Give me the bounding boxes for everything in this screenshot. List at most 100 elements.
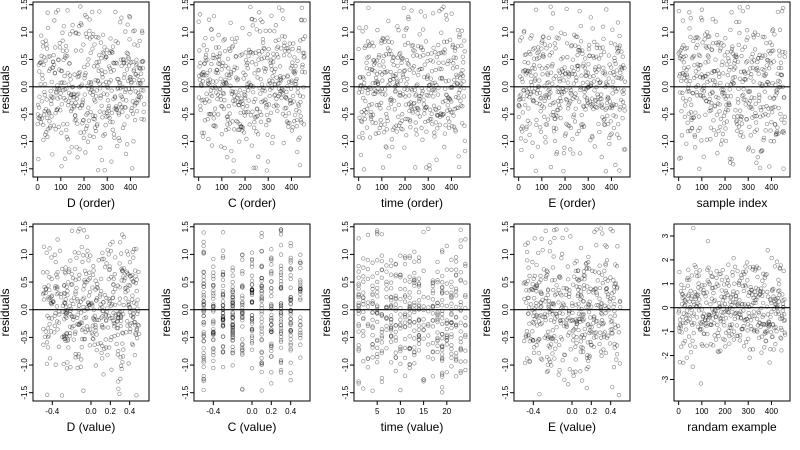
data-point (435, 113, 440, 118)
data-point (722, 323, 727, 328)
data-point (228, 70, 234, 75)
data-point (606, 53, 612, 58)
data-point (125, 252, 131, 257)
data-point (570, 370, 576, 375)
data-point (543, 140, 548, 145)
data-point (100, 314, 105, 319)
data-point (558, 115, 563, 121)
data-point (542, 42, 548, 47)
data-point (558, 96, 563, 101)
data-point (103, 54, 108, 59)
data-point (745, 59, 750, 64)
data-point (269, 327, 274, 332)
data-point (240, 324, 245, 329)
data-point (610, 229, 615, 234)
data-point (220, 104, 225, 109)
data-point (436, 105, 442, 110)
data-point (53, 127, 58, 132)
data-point (537, 391, 542, 397)
data-point (729, 157, 734, 162)
data-point (209, 143, 215, 148)
data-point (683, 327, 689, 332)
data-point (220, 350, 226, 355)
data-point (603, 107, 608, 112)
data-point (41, 122, 46, 128)
data-point (120, 109, 125, 114)
data-point (765, 248, 770, 253)
data-point (711, 290, 716, 296)
data-point (249, 300, 255, 305)
data-point (411, 53, 416, 58)
data-point (375, 294, 380, 299)
data-point (565, 122, 570, 128)
data-point (99, 257, 105, 262)
data-point (453, 374, 459, 379)
data-point (35, 102, 41, 108)
data-point (562, 133, 568, 138)
y-tick-label: 1.0 (501, 248, 510, 260)
data-point (416, 323, 422, 328)
data-point (231, 127, 237, 132)
data-point (82, 337, 87, 342)
data-point (771, 96, 776, 101)
data-point (693, 110, 698, 115)
data-point (65, 70, 70, 76)
data-point (129, 341, 135, 346)
data-point (230, 328, 235, 333)
data-point (781, 95, 787, 100)
data-point (388, 77, 393, 83)
data-point (539, 46, 544, 51)
data-point (457, 83, 463, 88)
data-point (685, 120, 690, 125)
data-point (363, 25, 369, 30)
data-point (133, 268, 138, 273)
data-point (196, 95, 202, 100)
data-point (253, 97, 258, 102)
data-point (302, 54, 307, 59)
data-point (530, 47, 536, 52)
data-point (283, 94, 289, 100)
data-point (430, 340, 436, 346)
data-point (220, 302, 226, 308)
data-point (298, 289, 303, 294)
data-point (125, 22, 130, 27)
data-point (755, 274, 760, 280)
data-point (104, 261, 109, 266)
data-point (595, 94, 601, 100)
data-point (426, 87, 431, 92)
data-point (136, 323, 141, 328)
data-point (48, 295, 53, 300)
data-point (288, 255, 293, 261)
data-point (254, 129, 259, 134)
data-point (96, 52, 102, 58)
data-point (97, 109, 102, 114)
data-point (43, 290, 48, 296)
data-point (561, 151, 567, 156)
data-point (230, 43, 235, 49)
residual-panel: -1.5-1.0-0.50.00.51.01.5-0.4 0.0 0.2 0.4D (… (0, 221, 150, 434)
data-point (122, 278, 127, 283)
data-point (83, 329, 88, 335)
data-point (298, 342, 303, 347)
data-point (407, 108, 412, 114)
data-point (556, 372, 561, 377)
data-point (278, 370, 284, 375)
data-point (412, 336, 417, 341)
data-point (365, 304, 371, 309)
data-point (301, 55, 306, 60)
data-point (55, 275, 60, 280)
data-point (460, 104, 465, 109)
data-point (91, 116, 96, 121)
data-point (744, 37, 749, 43)
data-point (252, 119, 257, 125)
data-point (35, 121, 40, 127)
data-point (398, 50, 403, 56)
data-point (594, 105, 600, 110)
data-point (412, 87, 417, 92)
data-point (250, 23, 255, 28)
data-point (62, 80, 67, 85)
data-point (723, 138, 729, 144)
data-point (135, 97, 140, 102)
data-point (272, 81, 277, 87)
data-point (551, 109, 556, 115)
